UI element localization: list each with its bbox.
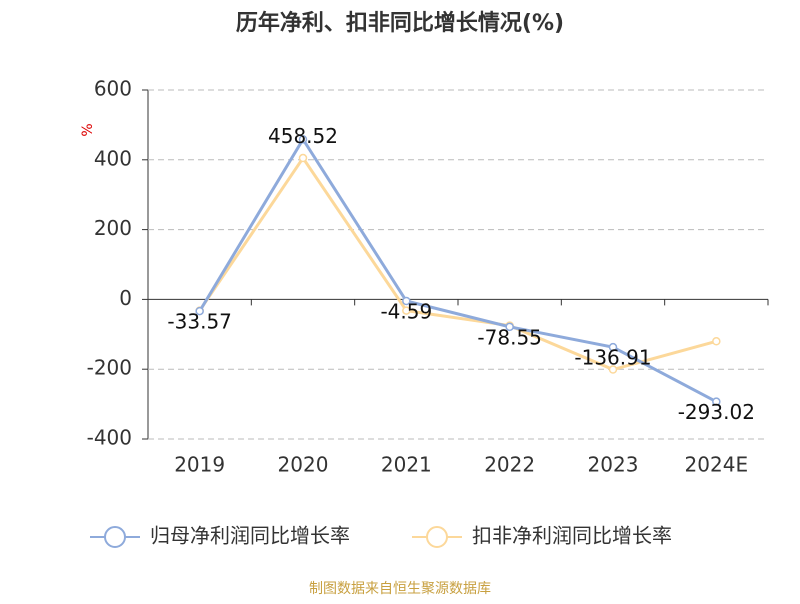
data-label: 458.52: [268, 124, 338, 148]
chart-title: 历年净利、扣非同比增长情况(%): [236, 10, 564, 36]
data-point: [712, 337, 721, 346]
series-line: [198, 155, 717, 372]
data-point: [402, 306, 411, 315]
data-label: -293.02: [678, 400, 755, 424]
x-tick-label: 2022: [484, 453, 535, 477]
x-tick-label: 2019: [174, 453, 225, 477]
data-point: [195, 306, 204, 316]
data-point: [298, 135, 308, 144]
y-tick-label: -200: [87, 356, 132, 380]
data-point: [608, 342, 618, 352]
data-label: -4.59: [380, 300, 432, 324]
data-point: [402, 296, 411, 306]
x-tick-label: 2020: [278, 453, 329, 477]
data-point: [712, 397, 721, 406]
series-line: [198, 136, 718, 403]
source-note: 制图数据来自恒生聚源数据库: [309, 581, 491, 597]
data-point: [608, 365, 618, 374]
legend-label: 归母净利润同比增长率: [150, 524, 350, 548]
legend-marker: [426, 526, 448, 548]
data-label: -136.91: [574, 346, 651, 370]
data-point: [298, 153, 308, 163]
y-tick-label: -400: [87, 426, 132, 450]
x-tick-label: 2023: [588, 453, 639, 477]
legend-label: 扣非净利润同比增长率: [472, 524, 672, 548]
y-tick-label: 200: [94, 216, 132, 240]
data-label: -33.57: [167, 310, 231, 334]
legend-marker: [104, 526, 126, 548]
x-tick-label: 2024E: [685, 453, 749, 477]
y-tick-label: 400: [94, 146, 132, 170]
x-tick-label: 2021: [381, 453, 432, 477]
y-tick-label: 0: [119, 286, 132, 310]
data-point: [505, 322, 514, 332]
y-tick-label: 600: [94, 77, 132, 101]
data-label: -78.55: [477, 325, 541, 349]
y-axis-label: %: [80, 123, 96, 136]
